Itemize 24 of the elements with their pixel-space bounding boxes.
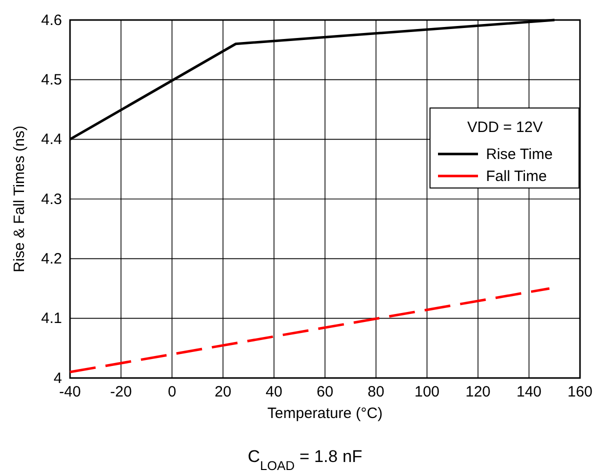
- y-tick-label: 4.3: [41, 190, 62, 208]
- x-tick-label: 0: [168, 384, 176, 401]
- y-axis-title: Rise & Fall Times (ns): [11, 126, 28, 272]
- legend-label: Fall Time: [486, 168, 547, 185]
- x-tick-label: 140: [516, 384, 542, 401]
- x-tick-label: 60: [316, 384, 334, 401]
- x-tick-label: -20: [110, 384, 132, 401]
- x-axis-title: Temperature (°C): [267, 405, 383, 422]
- x-tick-label: 120: [465, 384, 491, 401]
- y-tick-label: 4.2: [41, 250, 62, 268]
- text: C$_{LOAD}$ = 1.8 nF: [248, 447, 362, 472]
- x-tick-label: 80: [368, 384, 384, 401]
- y-tick-label: 4.1: [41, 310, 62, 328]
- x-tick-label: 40: [266, 384, 282, 401]
- y-tick-label: 4.4: [41, 131, 62, 148]
- x-tick-label: 20: [214, 384, 232, 401]
- x-tick-label: 100: [414, 384, 440, 401]
- x-tick-label: -40: [59, 384, 81, 401]
- y-tick-label: 4.5: [41, 71, 62, 88]
- x-tick-label: 160: [567, 384, 593, 401]
- legend-title: VDD = 12V: [467, 119, 543, 136]
- legend-label: Rise Time: [486, 146, 553, 163]
- y-tick-label: 4: [54, 370, 62, 387]
- y-tick-label: 4.6: [41, 12, 62, 29]
